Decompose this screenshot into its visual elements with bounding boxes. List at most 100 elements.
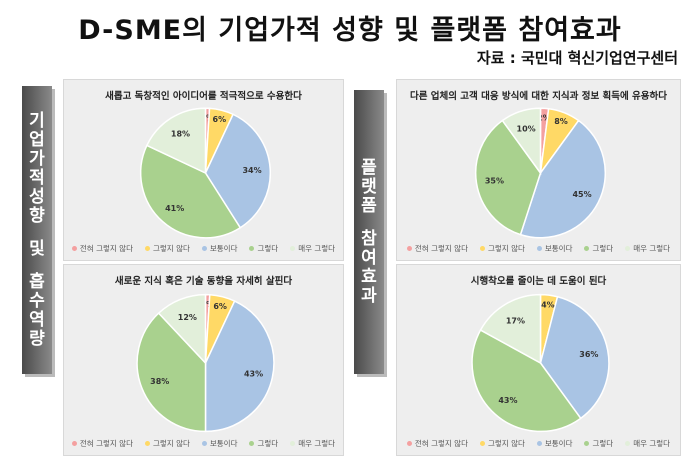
legend-swatch: [536, 246, 542, 251]
legend-item: 그렇지 않다: [144, 243, 190, 254]
legend-item: 매우 그렇다: [625, 243, 670, 254]
slice-label: 2%: [537, 113, 551, 122]
chart-panel-3: 새로운 지식 혹은 기술 동향을 자세히 살핀다 1% 6% 43% 38% 12% 전…: [63, 264, 344, 456]
pie-chart-4: 0%4%36%43%17%: [471, 293, 610, 433]
sidebar-char: 흡: [29, 271, 45, 292]
sidebar-char: 량: [29, 328, 45, 349]
legend-item: 매우 그렇다: [625, 438, 670, 449]
slice-label: 1%: [200, 113, 214, 122]
legend-label: 그렇다: [257, 439, 279, 448]
legend-item: 보통이다: [201, 243, 237, 254]
chart-panel-1: 새롭고 독창적인 아이디어를 적극적으로 수용한다 1% 6% 34% 41% 18% …: [63, 79, 344, 261]
chart-legend: 전혀 그렇지 않다 그렇지 않다 보통이다 그렇다 매우 그렇다: [64, 438, 343, 449]
pie-slice: [136, 312, 207, 433]
chart-title: 새롭고 독창적인 아이디어를 적극적으로 수용한다: [105, 91, 302, 102]
slice-label: 41%: [165, 204, 184, 213]
slice-label: 35%: [485, 176, 504, 185]
slice-label: 17%: [506, 317, 525, 326]
chart-title: 다른 업체의 고객 대응 방식에 대한 지식과 정보 획득에 유용하다: [409, 91, 667, 102]
legend-swatch: [584, 441, 590, 446]
legend-label: 전혀 그렇지 않다: [79, 244, 133, 253]
pie-slice: [519, 119, 607, 239]
pie-slice: [539, 295, 610, 420]
legend-label: 전혀 그렇지 않다: [79, 439, 133, 448]
pie-slice: [139, 144, 242, 239]
slice-label: 4%: [541, 301, 555, 310]
slice-label: 36%: [579, 350, 598, 359]
legend-item: 그렇다: [584, 243, 613, 254]
legend-label: 매우 그렇다: [298, 244, 336, 253]
legend-item: 전혀 그렇지 않다: [71, 438, 133, 449]
legend-label: 보통이다: [209, 439, 238, 448]
legend-item: 보통이다: [536, 243, 572, 254]
legend-item: 그렇다: [249, 243, 278, 254]
legend-label: 매우 그렇다: [633, 244, 671, 253]
chart-legend: 전혀 그렇지 않다 그렇지 않다 보통이다 그렇다 매우 그렇다: [397, 438, 680, 449]
legend-swatch: [249, 246, 255, 251]
legend-swatch: [479, 441, 485, 446]
sidebar-char: 향: [29, 205, 45, 226]
legend-item: 전혀 그렇지 않다: [406, 438, 468, 449]
pie-slice: [204, 300, 275, 433]
chart-panel-2: 다른 업체의 고객 대응 방식에 대한 지식과 정보 획득에 유용하다 2% 8%…: [396, 79, 681, 261]
legend-item: 전혀 그렇지 않다: [406, 243, 468, 254]
legend-label: 그렇지 않다: [487, 244, 525, 253]
legend-label: 매우 그렇다: [298, 439, 336, 448]
sidebar-char: 기: [29, 110, 45, 131]
pie-slice: [145, 107, 207, 175]
legend-label: 매우 그렇다: [633, 439, 671, 448]
sidebar-char: 적: [29, 167, 45, 188]
chart-legend: 전혀 그렇지 않다 그렇지 않다 보통이다 그렇다 매우 그렇다: [64, 243, 343, 254]
source-caption: 자료 : 국민대 혁신기업연구센터: [476, 49, 678, 67]
legend-item: 보통이다: [201, 438, 238, 449]
legend-item: 보통이다: [536, 438, 573, 449]
sidebar-char: 및: [29, 238, 45, 259]
legend-item: 그렇다: [249, 438, 278, 449]
chart-panel-4: 시행착오를 줄이는 데 도움이 된다 0%4%36%43%17% 전혀 그렇지 …: [396, 264, 681, 456]
slice-label: 38%: [150, 377, 169, 386]
legend-swatch: [406, 246, 412, 251]
pie-slice: [475, 119, 542, 236]
legend-swatch: [290, 246, 296, 251]
legend-swatch: [479, 246, 485, 251]
legend-swatch: [201, 441, 207, 446]
slice-label: 34%: [242, 166, 261, 175]
slice-label: 1%: [201, 300, 215, 309]
sidebar-char: 수: [29, 290, 45, 311]
legend-label: 전혀 그렇지 않다: [414, 439, 468, 448]
slice-label: 10%: [517, 125, 536, 134]
chart-legend: 전혀 그렇지 않다 그렇지 않다 보통이다 그렇다 매우 그렇다: [397, 243, 680, 254]
slice-label: 12%: [178, 313, 197, 322]
pie-chart-2: 2% 8% 45% 35% 10%: [475, 107, 607, 239]
legend-label: 전혀 그렇지 않다: [414, 244, 468, 253]
legend-swatch: [249, 441, 255, 446]
legend-swatch: [290, 441, 296, 446]
pie-slice: [157, 293, 207, 365]
legend-label: 그렇지 않다: [152, 439, 190, 448]
sidebar-char: 과: [361, 285, 377, 306]
sidebar-char: 랫: [361, 176, 377, 197]
slice-label: 8%: [554, 117, 568, 126]
pie-slice: [204, 113, 272, 229]
legend-item: 매우 그렇다: [290, 438, 335, 449]
legend-item: 그렇다: [584, 438, 613, 449]
legend-label: 그렇다: [592, 439, 614, 448]
sidebar-char: 여: [361, 247, 377, 268]
sidebar-char: 성: [29, 186, 45, 207]
sidebar-char: 업: [29, 129, 45, 150]
sidebar-char: 참: [361, 228, 377, 249]
legend-swatch: [144, 441, 150, 446]
pie-chart-1: 1%6% 34% 41% 18%: [139, 107, 272, 239]
slice-label: 18%: [171, 130, 190, 139]
sidebar-char: 효: [361, 266, 377, 287]
legend-swatch: [144, 246, 150, 251]
legend-label: 그렇지 않다: [152, 244, 190, 253]
legend-label: 그렇다: [257, 244, 279, 253]
legend-swatch: [536, 441, 542, 446]
slice-label: 43%: [244, 370, 263, 379]
slice-label: 6%: [213, 302, 227, 311]
legend-swatch: [584, 246, 590, 251]
legend-label: 보통이다: [544, 439, 573, 448]
slice-label: 43%: [498, 396, 517, 405]
